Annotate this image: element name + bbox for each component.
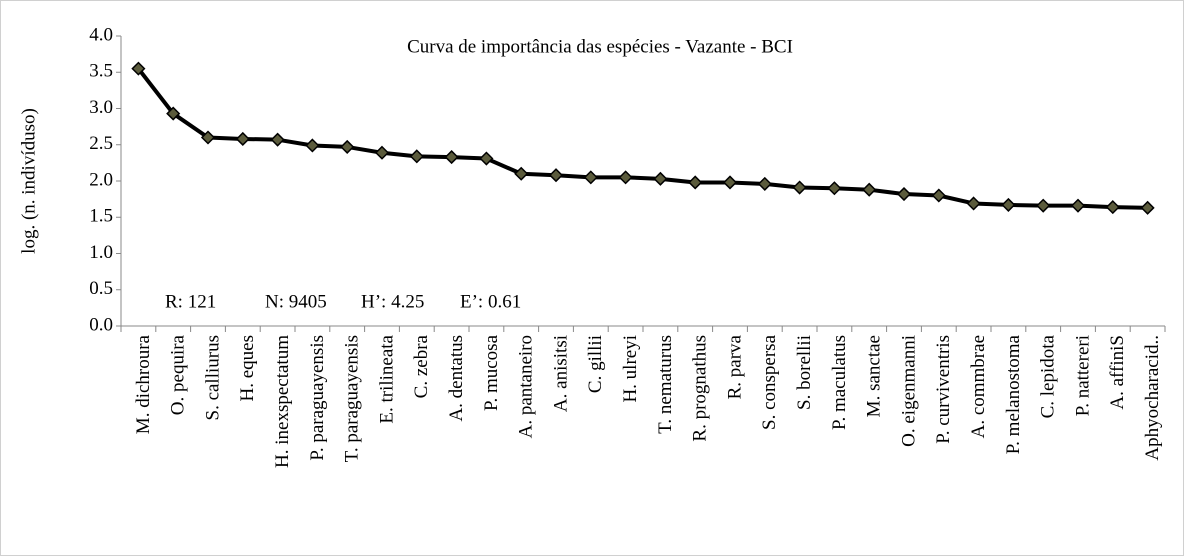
x-tick-label: H. eques	[237, 335, 258, 401]
data-point	[409, 149, 424, 164]
data-point	[514, 166, 529, 181]
annotation: E’: 0.61	[460, 291, 521, 312]
x-tick-label: P. mucosa	[481, 334, 502, 411]
data-point	[583, 170, 598, 185]
y-tick-label: 0.5	[89, 278, 113, 299]
x-tick-label: R. parva	[724, 334, 745, 399]
x-tick-label: R. prognathus	[690, 335, 711, 442]
data-point	[827, 181, 842, 196]
data-point	[1001, 197, 1016, 212]
data-point	[1070, 198, 1086, 213]
annotation: N: 9405	[265, 291, 327, 312]
data-point	[966, 196, 981, 211]
x-tick-label: M. dichroura	[133, 334, 154, 434]
data-point	[479, 151, 494, 166]
y-tick-label: 3.5	[89, 61, 113, 82]
x-tick-label: H. ulreyi	[620, 335, 641, 403]
data-point	[548, 168, 564, 183]
x-tick-label: C. zebra	[411, 334, 432, 398]
annotation: R: 121	[165, 291, 216, 312]
data-point	[722, 175, 738, 190]
x-tick-label: S. calliurus	[202, 335, 223, 421]
data-point	[1140, 200, 1155, 215]
data-point	[618, 170, 633, 185]
x-tick-label: H. inexspectatum	[272, 335, 293, 468]
y-tick-label: 1.5	[89, 206, 113, 227]
data-point	[166, 106, 181, 121]
data-point	[653, 171, 668, 186]
data-point	[792, 180, 807, 195]
x-tick-label: S. borellii	[794, 335, 815, 410]
y-tick-label: 2.5	[89, 133, 113, 154]
x-tick-label: M. sanctae	[864, 335, 885, 417]
data-point	[131, 61, 146, 76]
data-point	[688, 175, 703, 190]
x-tick-label: S. conspersa	[759, 334, 780, 430]
data-point	[1036, 198, 1051, 213]
data-point	[340, 139, 355, 154]
y-tick-label: 1.0	[89, 242, 113, 263]
x-tick-label: Aphyocharacid..	[1142, 335, 1163, 461]
data-point	[862, 182, 877, 197]
data-point	[896, 186, 912, 202]
x-tick-label: P. nattereri	[1072, 335, 1093, 416]
x-tick-label: P. paraguayensis	[307, 335, 328, 461]
y-tick-label: 4.0	[89, 24, 113, 45]
data-point	[200, 130, 216, 145]
x-tick-label: A. commbrae	[968, 335, 989, 438]
data-point	[305, 138, 320, 153]
data-point	[444, 150, 459, 165]
x-tick-label: A. pantaneiro	[516, 335, 537, 438]
chart-title: Curva de importância das espécies - Vaza…	[407, 36, 793, 57]
x-tick-label: C. lepidota	[1038, 334, 1059, 418]
x-tick-label: T. nematurus	[655, 335, 676, 434]
data-point	[931, 188, 946, 203]
data-point	[1105, 200, 1120, 215]
x-tick-label: A. dentatus	[446, 335, 467, 422]
y-tick-label: 0.0	[89, 314, 113, 335]
y-axis-title: log. (n. indivíduso)	[18, 108, 39, 254]
y-tick-label: 2.0	[89, 169, 113, 190]
x-tick-label: P. melanostoma	[1003, 334, 1024, 454]
x-tick-label: P. maculatus	[829, 335, 850, 430]
x-tick-label: T. paraguayensis	[342, 335, 363, 462]
x-tick-label: O. eigenmanni	[898, 335, 919, 447]
x-tick-label: O. pequira	[168, 334, 189, 415]
x-tick-label: C. gillii	[585, 335, 606, 393]
x-tick-label: A. anisitsi	[550, 335, 571, 412]
data-point	[757, 176, 772, 191]
x-tick-label: E. trilineata	[376, 334, 397, 423]
data-point	[374, 145, 390, 160]
y-tick-label: 3.0	[89, 97, 113, 118]
annotation: H’: 4.25	[361, 291, 424, 312]
x-tick-label: P. curviventris	[933, 335, 954, 444]
data-point	[270, 132, 285, 147]
x-tick-label: A. affiniS	[1107, 335, 1128, 410]
data-point	[235, 131, 250, 147]
